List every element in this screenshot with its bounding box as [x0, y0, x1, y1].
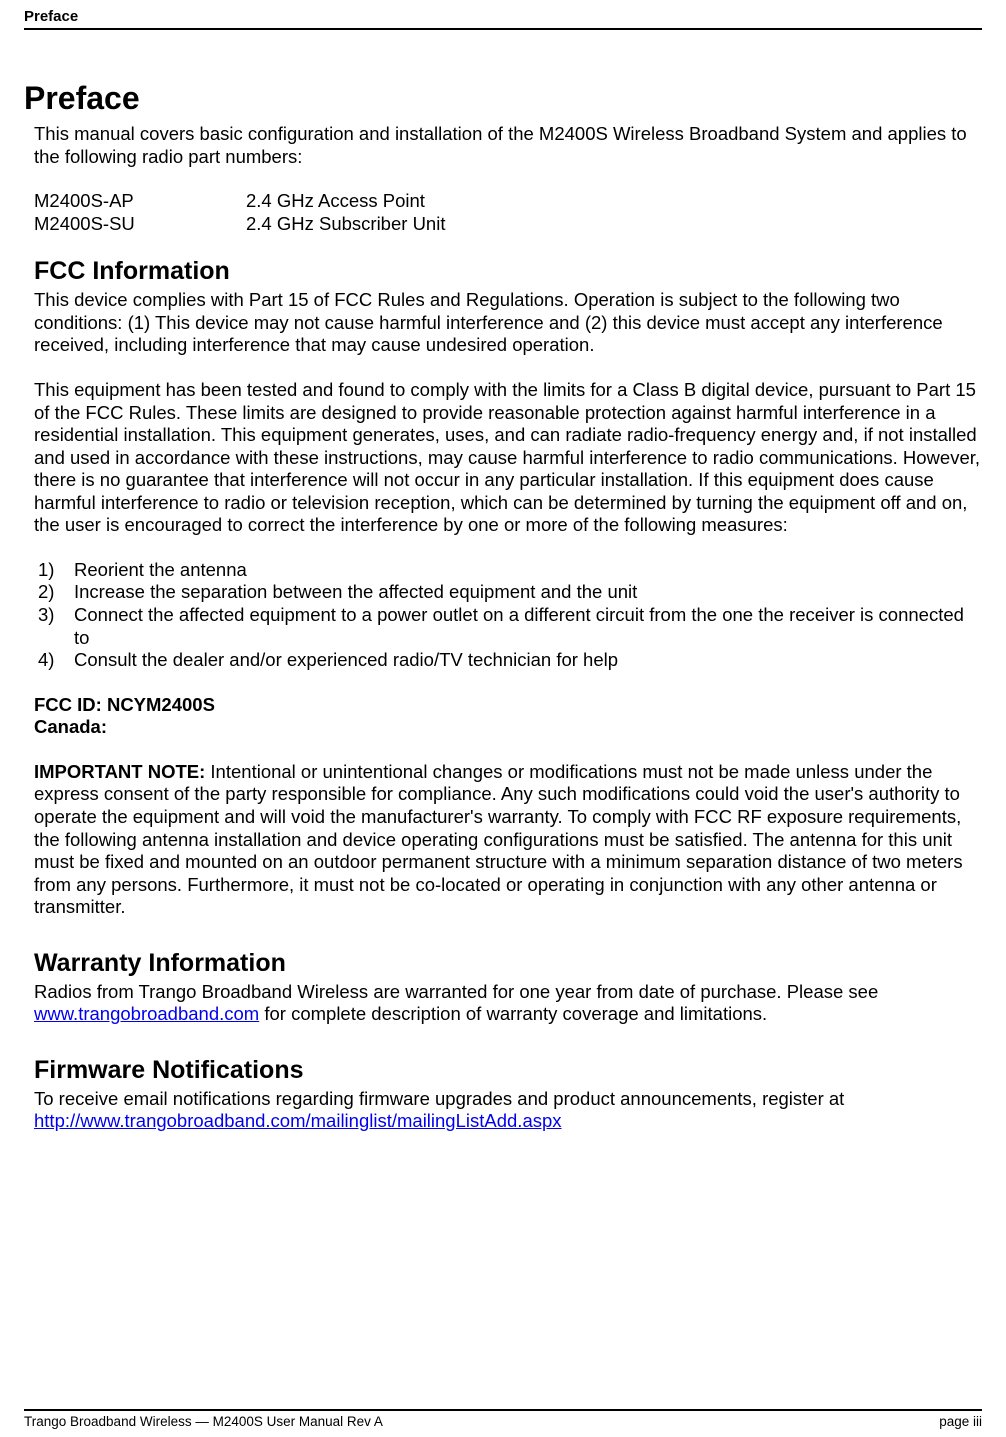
firmware-heading: Firmware Notifications: [34, 1056, 982, 1085]
page-header: Preface: [24, 8, 982, 30]
warranty-text-after: for complete description of warranty cov…: [259, 1003, 767, 1024]
running-title: Preface: [24, 8, 78, 25]
list-item: 3)Connect the affected equipment to a po…: [38, 604, 982, 649]
firmware-text-body: To receive email notifications regarding…: [34, 1088, 844, 1109]
spec-model: M2400S-SU: [34, 213, 246, 236]
spec-desc: 2.4 GHz Subscriber Unit: [246, 213, 445, 236]
warranty-text-before: Radios from Trango Broadband Wireless ar…: [34, 981, 878, 1002]
important-lead: IMPORTANT NOTE:: [34, 761, 205, 782]
spec-model: M2400S-AP: [34, 190, 246, 213]
spec-table: M2400S-AP 2.4 GHz Access Point M2400S-SU…: [34, 190, 982, 235]
fcc-heading: FCC Information: [34, 257, 982, 286]
list-text: Increase the separation between the affe…: [74, 581, 637, 604]
list-text: Connect the affected equipment to a powe…: [74, 604, 982, 649]
warranty-link[interactable]: www.trangobroadband.com: [34, 1003, 259, 1024]
important-note: IMPORTANT NOTE: Intentional or unintenti…: [34, 761, 982, 919]
fcc-p1: This device complies with Part 15 of FCC…: [34, 289, 982, 357]
measures-list: 1)Reorient the antenna 2)Increase the se…: [34, 559, 982, 672]
list-item: 2)Increase the separation between the af…: [38, 581, 982, 604]
list-item: 4)Consult the dealer and/or experienced …: [38, 649, 982, 672]
spec-desc: 2.4 GHz Access Point: [246, 190, 425, 213]
intro-paragraph: This manual covers basic configuration a…: [34, 123, 982, 168]
canada-label: Canada:: [34, 716, 982, 739]
important-body: Intentional or unintentional changes or …: [34, 761, 963, 917]
main-content: This manual covers basic configuration a…: [24, 123, 982, 1133]
list-number: 1): [38, 559, 74, 582]
page-footer: Trango Broadband Wireless — M2400S User …: [24, 1409, 982, 1429]
list-number: 3): [38, 604, 74, 649]
footer-right: page iii: [939, 1414, 982, 1429]
fcc-p2: This equipment has been tested and found…: [34, 379, 982, 537]
footer-left: Trango Broadband Wireless — M2400S User …: [24, 1414, 383, 1429]
spec-row: M2400S-SU 2.4 GHz Subscriber Unit: [34, 213, 982, 236]
list-item: 1)Reorient the antenna: [38, 559, 982, 582]
page-title: Preface: [24, 80, 982, 117]
spec-row: M2400S-AP 2.4 GHz Access Point: [34, 190, 982, 213]
firmware-text: To receive email notifications regarding…: [34, 1088, 982, 1133]
fcc-id: FCC ID: NCYM2400S: [34, 694, 982, 717]
list-number: 4): [38, 649, 74, 672]
firmware-link[interactable]: http://www.trangobroadband.com/mailingli…: [34, 1110, 562, 1131]
warranty-heading: Warranty Information: [34, 949, 982, 978]
list-text: Consult the dealer and/or experienced ra…: [74, 649, 618, 672]
warranty-text: Radios from Trango Broadband Wireless ar…: [34, 981, 982, 1026]
list-number: 2): [38, 581, 74, 604]
list-text: Reorient the antenna: [74, 559, 247, 582]
